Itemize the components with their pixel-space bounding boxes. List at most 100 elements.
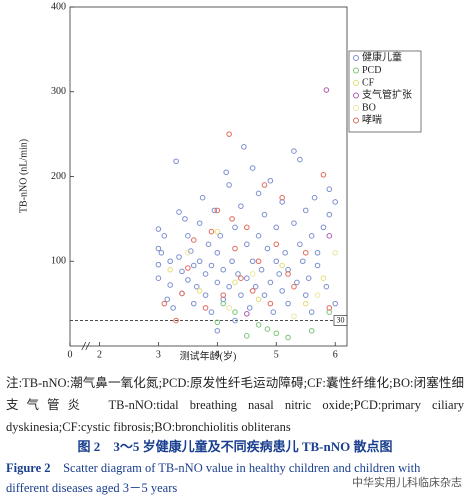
point xyxy=(249,288,256,294)
point xyxy=(167,266,173,273)
point xyxy=(232,245,238,252)
point xyxy=(267,300,274,307)
point xyxy=(170,305,176,311)
point xyxy=(302,300,309,307)
point xyxy=(229,216,235,222)
point xyxy=(226,305,232,311)
point xyxy=(285,300,291,307)
point xyxy=(161,300,168,307)
point xyxy=(285,271,291,277)
x-tick-label: 2 xyxy=(97,349,102,360)
point xyxy=(249,165,256,171)
point xyxy=(208,309,215,315)
point xyxy=(320,224,327,231)
point xyxy=(185,277,191,283)
point xyxy=(232,309,238,315)
point xyxy=(297,241,303,248)
legend-label: CF xyxy=(362,77,375,88)
point xyxy=(326,186,333,193)
point xyxy=(226,283,232,290)
point xyxy=(202,271,209,277)
point xyxy=(326,211,333,218)
point xyxy=(193,283,200,290)
x-tick-label: 3 xyxy=(156,349,161,360)
point xyxy=(323,87,330,93)
point xyxy=(246,305,253,311)
legend-marker xyxy=(353,55,359,61)
point xyxy=(311,194,318,201)
point xyxy=(314,292,321,298)
x-tick-label: 5 xyxy=(274,349,279,360)
point xyxy=(320,275,327,282)
point xyxy=(255,258,262,265)
point xyxy=(161,233,168,239)
point xyxy=(241,144,247,150)
point xyxy=(214,319,221,326)
point xyxy=(176,209,182,215)
point xyxy=(255,322,262,328)
y-tick-label: 100 xyxy=(51,256,66,267)
point xyxy=(252,283,259,290)
point xyxy=(261,182,268,188)
point xyxy=(205,241,212,248)
point xyxy=(332,300,339,307)
point xyxy=(273,258,280,265)
point xyxy=(173,158,179,165)
point xyxy=(332,199,339,205)
point xyxy=(264,326,271,332)
point xyxy=(155,275,162,282)
point xyxy=(273,241,280,248)
legend-marker xyxy=(353,117,359,124)
y-tick-label: 400 xyxy=(51,1,66,12)
point xyxy=(217,233,224,239)
point xyxy=(208,262,215,269)
point xyxy=(232,279,238,286)
point xyxy=(232,224,238,231)
point xyxy=(188,248,194,254)
point xyxy=(308,309,315,315)
point xyxy=(308,233,315,239)
point xyxy=(314,249,321,256)
legend-marker xyxy=(353,105,359,111)
point xyxy=(326,305,333,311)
y-axis-label: TB-nNO (nL/min) xyxy=(18,139,29,213)
point xyxy=(202,292,209,298)
figure-label-en: Figure 2 xyxy=(6,461,51,475)
note: 注:TB-nNO:潮气鼻一氧化氮;PCD:原发性纤毛运动障碍;CF:囊性纤维化;… xyxy=(6,376,464,434)
point xyxy=(297,156,303,163)
point xyxy=(273,330,280,337)
point xyxy=(208,228,215,235)
point xyxy=(267,177,274,184)
point xyxy=(155,226,162,232)
plot-frame xyxy=(69,6,348,347)
point xyxy=(199,194,206,201)
point xyxy=(214,279,221,286)
point xyxy=(190,262,197,269)
x-tick-label: 0 xyxy=(68,349,73,360)
legend-label: BO xyxy=(362,102,376,113)
point xyxy=(302,207,309,214)
x-tick-label: 6 xyxy=(333,349,338,360)
point xyxy=(320,172,327,178)
figure-caption-en: Figure 2 Scatter diagram of TB-nNO value… xyxy=(6,458,464,498)
point xyxy=(302,292,309,298)
point xyxy=(211,207,218,214)
point xyxy=(255,233,262,239)
point xyxy=(238,292,244,298)
point xyxy=(196,220,203,226)
point xyxy=(261,292,268,298)
point xyxy=(179,268,185,275)
point xyxy=(196,258,203,265)
point xyxy=(185,265,191,271)
point xyxy=(285,334,291,341)
point xyxy=(214,228,221,235)
point xyxy=(179,290,185,297)
point xyxy=(294,279,300,286)
point xyxy=(229,258,235,265)
figure-caption-text-en: Scatter diagram of TB-nNO value in healt… xyxy=(6,461,421,495)
point xyxy=(249,258,256,265)
reference-label: 30 xyxy=(337,315,345,324)
point xyxy=(302,249,309,256)
point xyxy=(249,271,256,277)
